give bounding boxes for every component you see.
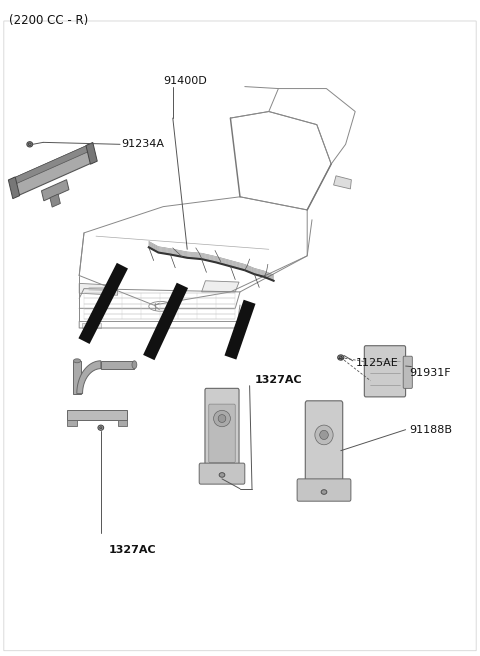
Polygon shape bbox=[50, 194, 60, 207]
FancyBboxPatch shape bbox=[364, 346, 406, 397]
Ellipse shape bbox=[320, 430, 328, 440]
Polygon shape bbox=[79, 283, 118, 295]
Ellipse shape bbox=[339, 356, 342, 359]
Polygon shape bbox=[8, 177, 20, 199]
Polygon shape bbox=[118, 420, 127, 426]
Ellipse shape bbox=[27, 142, 33, 147]
Polygon shape bbox=[101, 361, 134, 369]
Ellipse shape bbox=[214, 411, 230, 427]
Polygon shape bbox=[67, 420, 77, 426]
Text: 91234A: 91234A bbox=[121, 139, 164, 150]
Polygon shape bbox=[77, 361, 101, 394]
Polygon shape bbox=[12, 143, 94, 185]
Text: 91931F: 91931F bbox=[409, 367, 451, 378]
Ellipse shape bbox=[73, 359, 81, 363]
Ellipse shape bbox=[315, 425, 333, 445]
Ellipse shape bbox=[321, 489, 327, 495]
Text: 1125AE: 1125AE bbox=[356, 358, 399, 368]
Ellipse shape bbox=[132, 361, 137, 369]
Polygon shape bbox=[82, 323, 101, 328]
Text: 1327AC: 1327AC bbox=[108, 544, 156, 555]
Polygon shape bbox=[41, 180, 69, 201]
FancyBboxPatch shape bbox=[297, 479, 351, 501]
FancyBboxPatch shape bbox=[205, 388, 239, 468]
Ellipse shape bbox=[28, 143, 31, 146]
Ellipse shape bbox=[337, 355, 344, 360]
Ellipse shape bbox=[98, 425, 104, 430]
Polygon shape bbox=[73, 361, 81, 394]
Polygon shape bbox=[334, 176, 351, 189]
Text: (2200 CC - R): (2200 CC - R) bbox=[9, 14, 88, 28]
Polygon shape bbox=[86, 142, 97, 164]
FancyBboxPatch shape bbox=[305, 401, 343, 485]
Text: 91400D: 91400D bbox=[163, 75, 207, 86]
FancyBboxPatch shape bbox=[199, 463, 245, 484]
Polygon shape bbox=[67, 410, 127, 420]
FancyBboxPatch shape bbox=[403, 356, 412, 388]
Ellipse shape bbox=[218, 415, 226, 422]
Ellipse shape bbox=[219, 472, 225, 478]
Polygon shape bbox=[202, 281, 239, 292]
Text: 1327AC: 1327AC bbox=[254, 375, 302, 386]
FancyBboxPatch shape bbox=[209, 404, 235, 462]
Polygon shape bbox=[11, 144, 95, 197]
Text: 91188B: 91188B bbox=[409, 424, 452, 435]
Ellipse shape bbox=[100, 427, 102, 429]
